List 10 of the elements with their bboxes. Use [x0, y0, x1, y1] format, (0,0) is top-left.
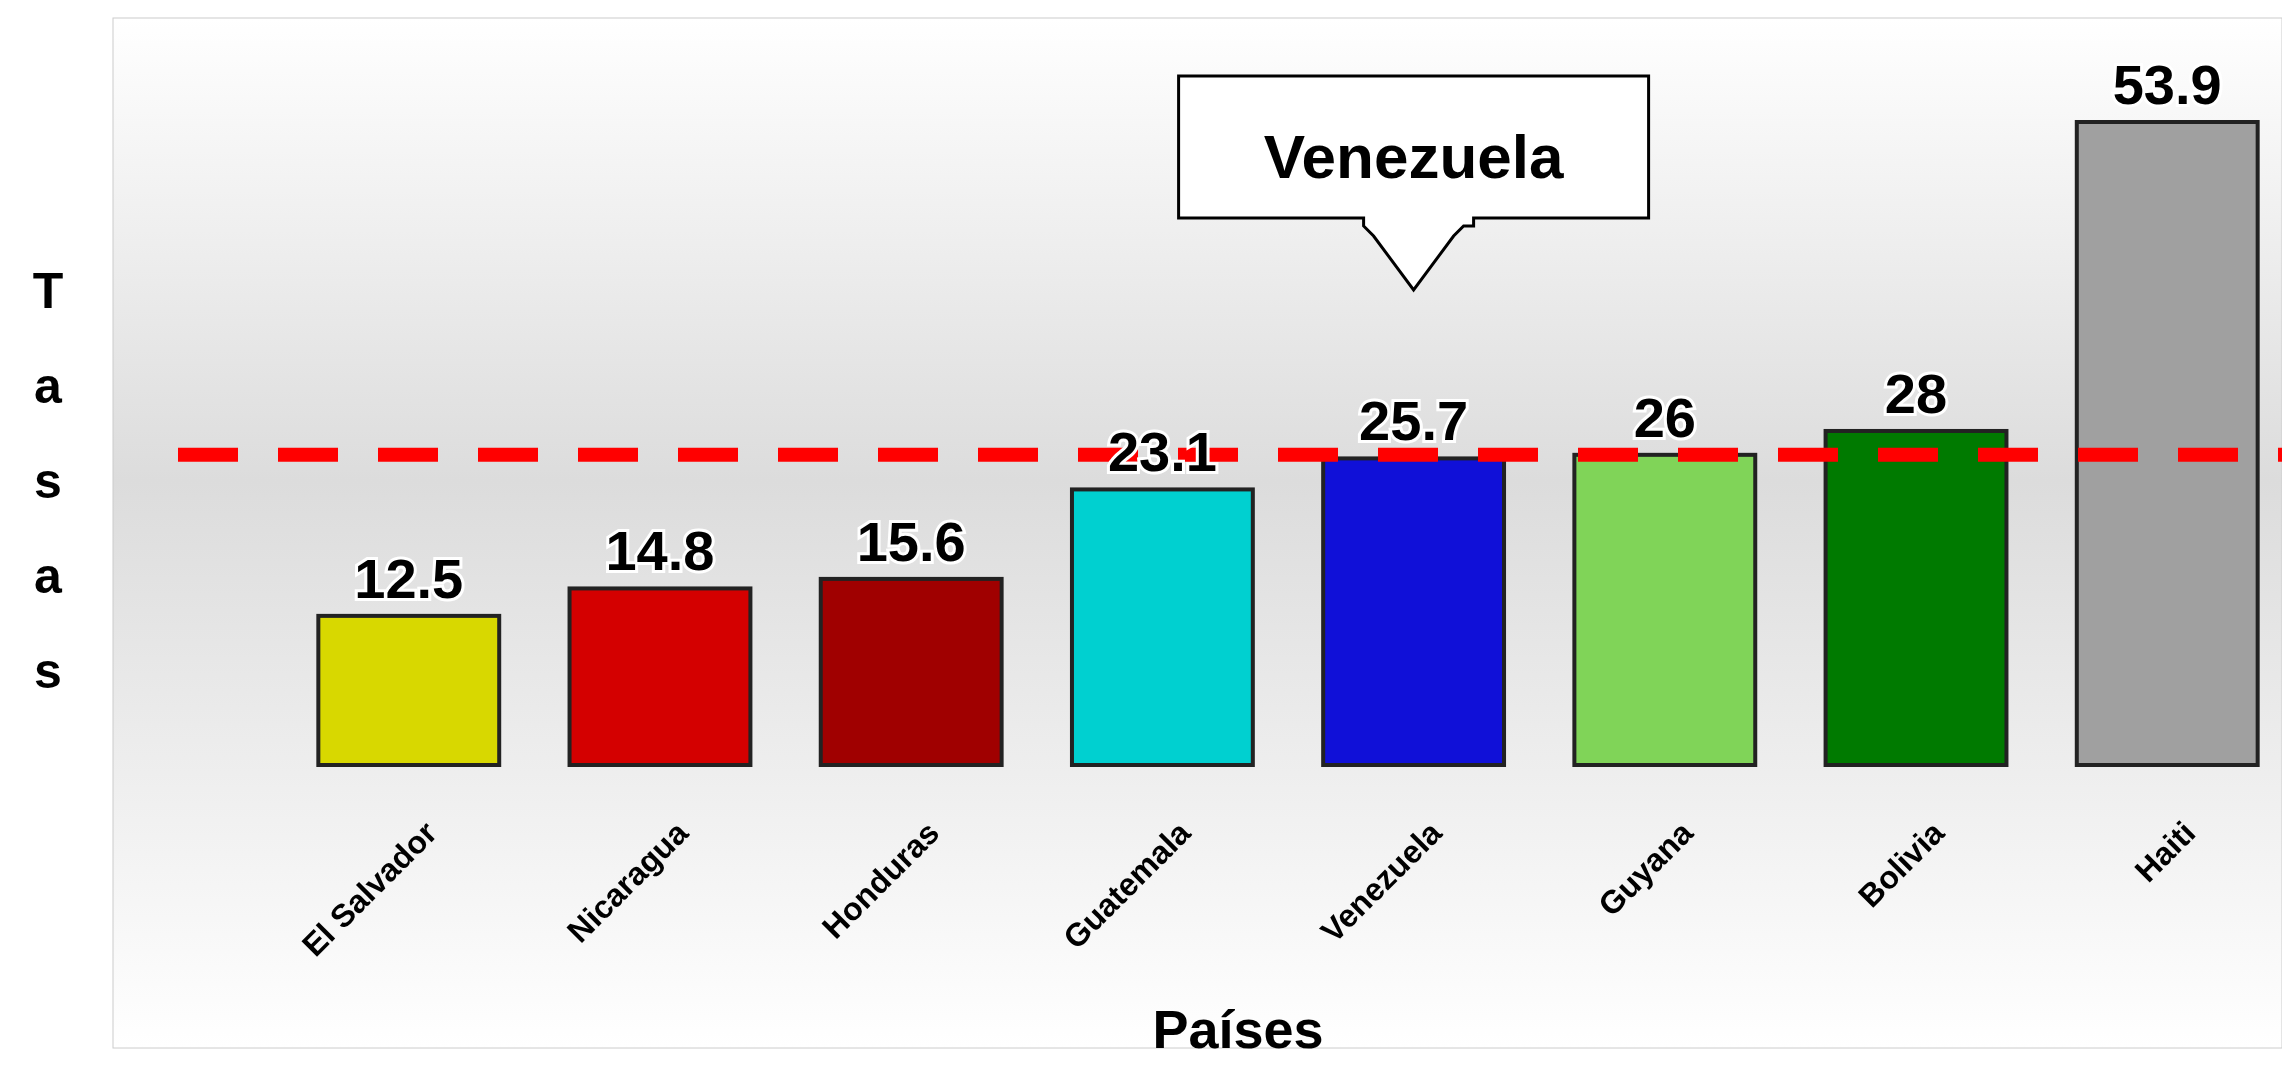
data-label: 28 — [1884, 361, 1948, 425]
data-label: 26 — [1633, 385, 1696, 449]
x-axis-title: Países — [1152, 999, 1324, 1059]
data-label: 14.8 — [605, 519, 715, 583]
data-label: 25.7 — [1359, 389, 1469, 453]
data-label: 15.6 — [856, 509, 966, 573]
data-label: 12.5 — [354, 546, 464, 610]
y-axis-title: Tasas — [32, 263, 64, 699]
data-label: 53.9 — [2112, 53, 2222, 116]
annotation: Venezuela — [1263, 122, 1565, 191]
